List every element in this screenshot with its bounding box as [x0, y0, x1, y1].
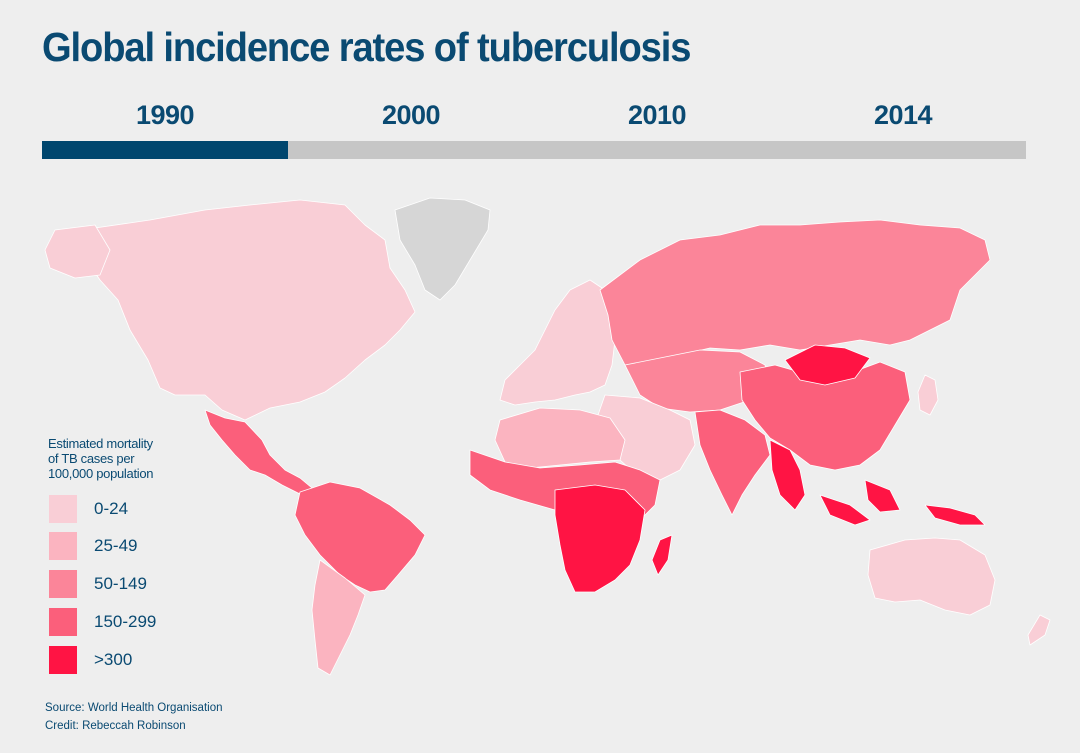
legend-item-50-149: 50-149 [48, 570, 248, 598]
source-text: Source: World Health Organisation [45, 702, 223, 714]
region-europe[interactable] [499, 279, 616, 406]
legend-item-25-49: 25-49 [48, 532, 248, 560]
region-southern-cone[interactable] [311, 559, 366, 676]
region-mongolia[interactable] [784, 344, 871, 386]
legend-swatch [49, 532, 77, 560]
legend-item-300-plus: >300 [48, 646, 248, 674]
timeline-year-2014[interactable]: 2014 [873, 100, 933, 130]
legend-swatch [49, 495, 77, 523]
page-title: Global incidence rates of tuberculosis [42, 24, 691, 70]
region-russia[interactable] [599, 219, 991, 366]
region-india[interactable] [694, 409, 771, 516]
region-north-africa[interactable] [494, 407, 626, 469]
timeline-year-2000[interactable]: 2000 [381, 100, 441, 130]
legend-swatch [49, 646, 77, 674]
region-australia[interactable] [867, 537, 996, 616]
legend-title-line: Estimated mortality [48, 436, 153, 451]
legend-item-0-24: 0-24 [48, 495, 248, 523]
legend-label: >300 [94, 650, 133, 669]
legend-label: 150-299 [94, 612, 157, 631]
region-southeast-asia[interactable] [769, 439, 986, 526]
region-mexico-central-america[interactable] [204, 409, 313, 495]
legend-title-line: 100,000 population [48, 466, 154, 481]
timeline-years: 1990 2000 2010 2014 [42, 100, 1026, 140]
credit-text: Credit: Rebeccah Robinson [45, 720, 186, 732]
timeline-year-1990[interactable]: 1990 [135, 100, 195, 130]
legend-label: 50-149 [94, 574, 147, 593]
region-japan[interactable] [917, 374, 939, 416]
timeline-year-2010[interactable]: 2010 [627, 100, 687, 130]
legend-item-150-299: 150-299 [48, 608, 248, 636]
legend-title-line: of TB cases per [48, 451, 135, 466]
region-central-southern-africa[interactable] [554, 484, 673, 593]
region-south-america[interactable] [294, 481, 426, 593]
legend-swatch [49, 608, 77, 636]
legend-label: 0-24 [94, 499, 129, 518]
legend-label: 25-49 [94, 536, 138, 555]
region-new-zealand[interactable] [1027, 614, 1051, 646]
region-alaska[interactable] [44, 224, 111, 279]
footer: Source: World Health Organisation Credit… [45, 699, 223, 735]
legend-swatch [49, 570, 77, 598]
legend-title: Estimated mortality of TB cases per 100,… [48, 436, 154, 481]
region-north-america[interactable] [84, 199, 416, 421]
timeline-slider[interactable] [42, 141, 1026, 159]
region-greenland[interactable] [394, 197, 491, 301]
legend: Estimated mortality of TB cases per 100,… [48, 436, 156, 674]
timeline-slider-fill [42, 141, 288, 159]
